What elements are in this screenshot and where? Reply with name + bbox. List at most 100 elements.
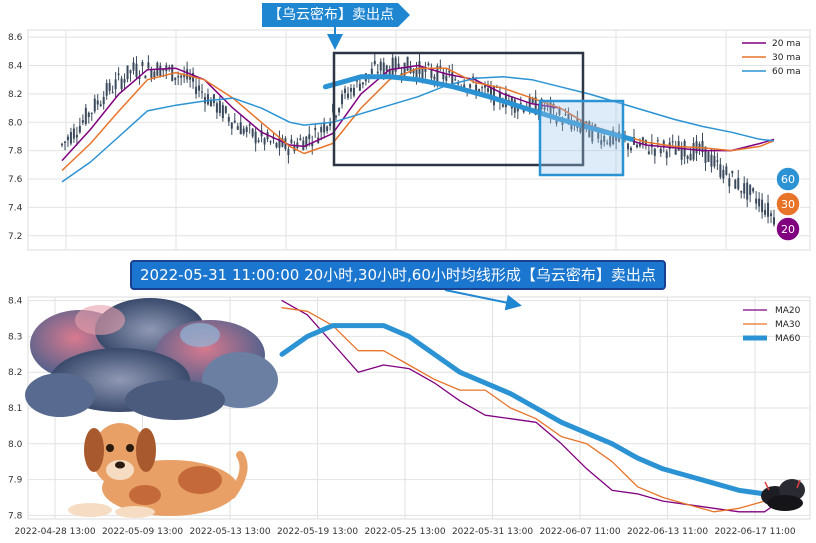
candle-body (90, 112, 93, 114)
candle-body (752, 188, 755, 192)
highlight-box-dark (332, 51, 585, 167)
candle-body (427, 63, 430, 66)
candle-body (117, 73, 120, 75)
banner-pointer-arrow-2 (444, 289, 522, 311)
candle-body (195, 86, 198, 94)
bottom-panel: 8.48.38.28.18.07.97.8 2022-04-28 13:00 20… (8, 289, 811, 537)
candle-body (278, 136, 281, 148)
candle-body (612, 130, 615, 144)
candle-body (75, 134, 78, 138)
bottom-x-tick-label: 2022-05-31 13:00 (452, 527, 533, 537)
candle-body (412, 68, 415, 74)
dog-illustration (68, 423, 248, 518)
top-y-tick-label: 8.0 (8, 118, 23, 128)
candle-body (323, 123, 326, 133)
candle-body (305, 136, 308, 147)
candle-body (561, 121, 564, 125)
candle-body (615, 135, 618, 141)
candle-body (162, 69, 165, 71)
candle-body (409, 66, 412, 73)
candle-body (689, 153, 692, 161)
candle-body (481, 87, 484, 89)
candle-body (630, 147, 633, 151)
candle-body (433, 76, 436, 80)
bottom-y-tick-label: 8.2 (8, 368, 22, 378)
top-grid (28, 30, 810, 250)
candle-body (361, 82, 364, 85)
candle-body (627, 143, 630, 150)
top-line-60-ma-highlight (322, 74, 635, 142)
candle-body (698, 143, 701, 150)
candle-body (662, 140, 665, 147)
candle-body (111, 91, 114, 93)
bottom-x-tick-label: 2022-06-13 11:00 (627, 527, 708, 537)
candle-body (719, 164, 722, 178)
candle-body (656, 140, 659, 142)
candle-body (454, 79, 457, 81)
bottom-x-tick-label: 2022-04-28 13:00 (14, 527, 95, 537)
candle-body (242, 128, 245, 134)
candle-body (424, 66, 427, 72)
candle-body (707, 151, 710, 162)
candle-body (290, 139, 293, 144)
candle-body (448, 70, 451, 73)
candle-body (746, 182, 749, 200)
candle-body (281, 138, 284, 147)
candle-body (671, 141, 674, 143)
candle-body (209, 99, 212, 107)
candle-body (352, 87, 355, 96)
legend-label-ma20: MA20 (775, 306, 801, 316)
candle-body (382, 62, 385, 76)
candle-body (269, 141, 272, 143)
candle-body (609, 136, 612, 146)
candle-body (701, 140, 704, 153)
candle-body (72, 128, 75, 139)
candle-body (725, 166, 728, 175)
ma-badges: 60 30 20 (775, 166, 801, 242)
candle-body (311, 142, 314, 147)
candle-body (212, 94, 215, 104)
candle-body (731, 171, 734, 174)
candle-body (647, 151, 650, 154)
candle-body (570, 121, 573, 130)
candle-body (397, 63, 400, 69)
candle-body (129, 70, 132, 74)
candle-body (680, 148, 683, 160)
top-y-tick-label: 8.2 (8, 90, 22, 100)
candle-body (159, 65, 162, 77)
candle-body (415, 68, 418, 79)
candle-body (153, 71, 156, 78)
candle-body (567, 114, 570, 122)
candle-body (326, 126, 329, 131)
candle-body (543, 107, 546, 110)
candle-body (475, 84, 478, 95)
candle-body (451, 72, 454, 88)
candle-body (650, 142, 653, 148)
candle-body (63, 141, 66, 143)
candle-body (201, 91, 204, 93)
bottom-x-tick-label: 2022-06-17 11:00 (714, 527, 795, 537)
candle-body (314, 128, 317, 131)
candle-body (99, 104, 102, 107)
candle-body (215, 103, 218, 113)
candle-body (558, 108, 561, 115)
legend-label-20ma: 20 ma (772, 39, 801, 49)
candle-body (677, 141, 680, 151)
candle-body (177, 76, 180, 78)
candle-body (600, 140, 603, 145)
candle-body (239, 122, 242, 135)
candle-body (287, 149, 290, 156)
top-banner: 【乌云密布】卖出点 (262, 3, 410, 27)
candle-body (141, 61, 144, 67)
candle-body (138, 76, 141, 79)
bottom-ma-lines (279, 299, 793, 513)
candle-body (528, 96, 531, 112)
bottom-y-tick-label: 7.9 (8, 476, 23, 486)
candle-body (469, 84, 472, 88)
candle-body (320, 127, 323, 133)
candle-body (564, 114, 567, 116)
top-line-20-ma (61, 64, 775, 162)
candle-body (430, 70, 433, 78)
candle-body (126, 65, 129, 80)
